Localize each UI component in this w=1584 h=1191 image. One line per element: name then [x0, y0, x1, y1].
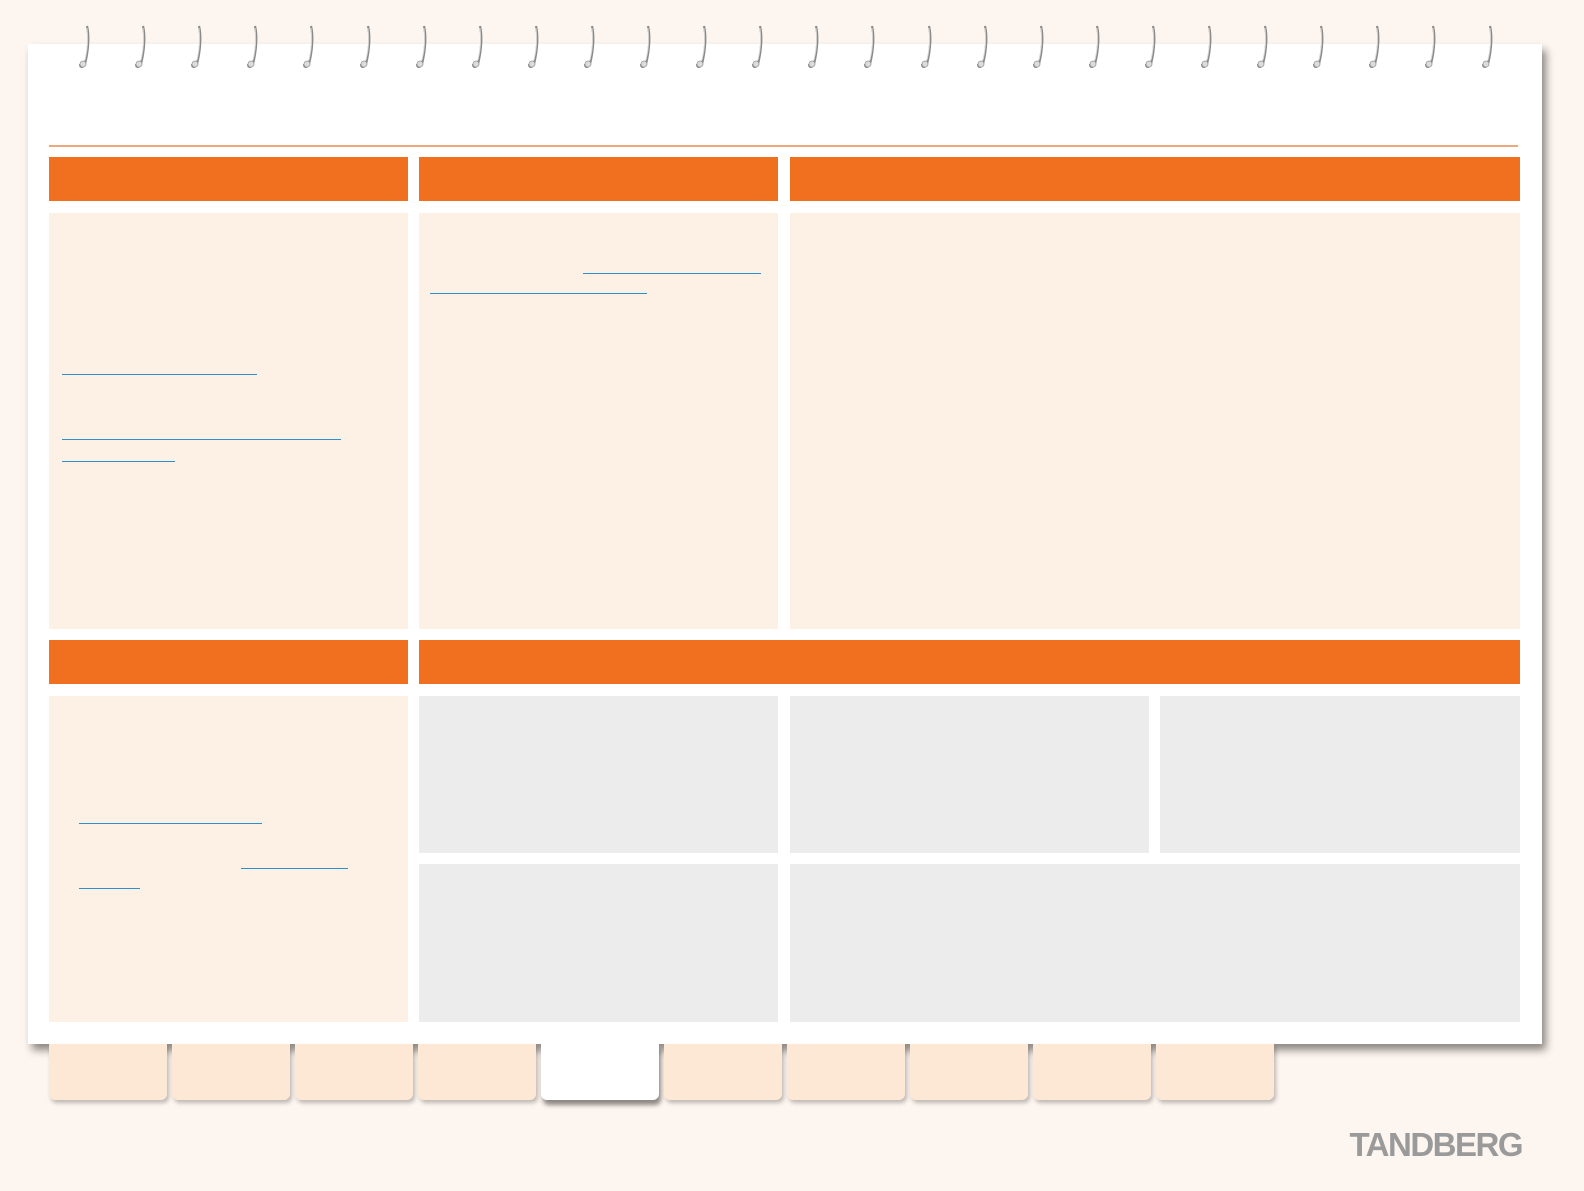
section-header-band-4 — [49, 640, 408, 684]
section-header-band-3 — [790, 157, 1520, 201]
grey-panel-3 — [1160, 696, 1520, 853]
binder-ring — [751, 24, 763, 68]
section-header-band-1 — [49, 157, 408, 201]
link-1[interactable] — [62, 374, 257, 375]
tab-4[interactable] — [418, 1044, 536, 1100]
binder-ring — [976, 24, 987, 68]
binder-ring — [246, 24, 258, 68]
binder-ring — [583, 24, 595, 68]
link-5-continued[interactable] — [79, 888, 140, 889]
content-panel-4 — [49, 696, 408, 1022]
section-tabs — [28, 1044, 1542, 1104]
section-header-band-5 — [419, 640, 1520, 684]
binder-ring — [1481, 24, 1492, 68]
binder-ring — [359, 24, 370, 68]
link-2-continued[interactable] — [62, 461, 175, 462]
binder-ring — [1032, 24, 1044, 68]
binder-ring — [1144, 24, 1156, 68]
tab-3[interactable] — [295, 1044, 413, 1100]
tab-2[interactable] — [172, 1044, 290, 1100]
binder-ring — [695, 24, 707, 68]
section-header-band-2 — [419, 157, 778, 201]
tab-8[interactable] — [910, 1044, 1028, 1100]
link-3[interactable] — [583, 273, 761, 274]
tab-6[interactable] — [664, 1044, 782, 1100]
grey-panel-5 — [790, 864, 1520, 1022]
link-5[interactable] — [241, 868, 348, 869]
binder-ring — [1088, 24, 1100, 68]
tab-9[interactable] — [1033, 1044, 1151, 1100]
tab-1[interactable] — [49, 1044, 167, 1100]
binder-ring — [415, 24, 426, 68]
tab-7[interactable] — [787, 1044, 905, 1100]
content-panel-2 — [419, 213, 778, 629]
binder-ring — [920, 24, 931, 68]
binder-ring — [1424, 24, 1436, 68]
grey-panel-1 — [419, 696, 778, 853]
link-4[interactable] — [79, 823, 262, 824]
tab-10[interactable] — [1156, 1044, 1274, 1100]
binder-ring — [863, 24, 875, 68]
binder-ring — [302, 24, 314, 68]
binder-ring — [1256, 24, 1268, 68]
content-panel-3 — [790, 213, 1520, 629]
binder-ring — [1368, 24, 1380, 68]
binder-ring — [134, 24, 146, 68]
grey-panel-4 — [419, 864, 778, 1022]
binder-ring — [807, 24, 819, 68]
header-divider — [49, 145, 1518, 147]
spiral-binding — [28, 24, 1542, 74]
notebook-page — [28, 25, 1542, 1100]
link-2[interactable] — [62, 439, 341, 440]
tab-5-active[interactable] — [541, 1044, 659, 1100]
content-panel-1 — [49, 213, 408, 629]
link-3-continued[interactable] — [430, 293, 647, 294]
binder-ring — [639, 24, 651, 68]
binder-ring — [471, 24, 483, 68]
binder-ring — [1200, 24, 1212, 68]
binder-ring — [190, 24, 202, 68]
binder-ring — [78, 24, 90, 68]
tandberg-logo: TANDBERG — [1349, 1126, 1523, 1163]
binder-ring — [1312, 24, 1324, 68]
binder-ring — [527, 24, 539, 68]
grey-panel-2 — [790, 696, 1149, 853]
